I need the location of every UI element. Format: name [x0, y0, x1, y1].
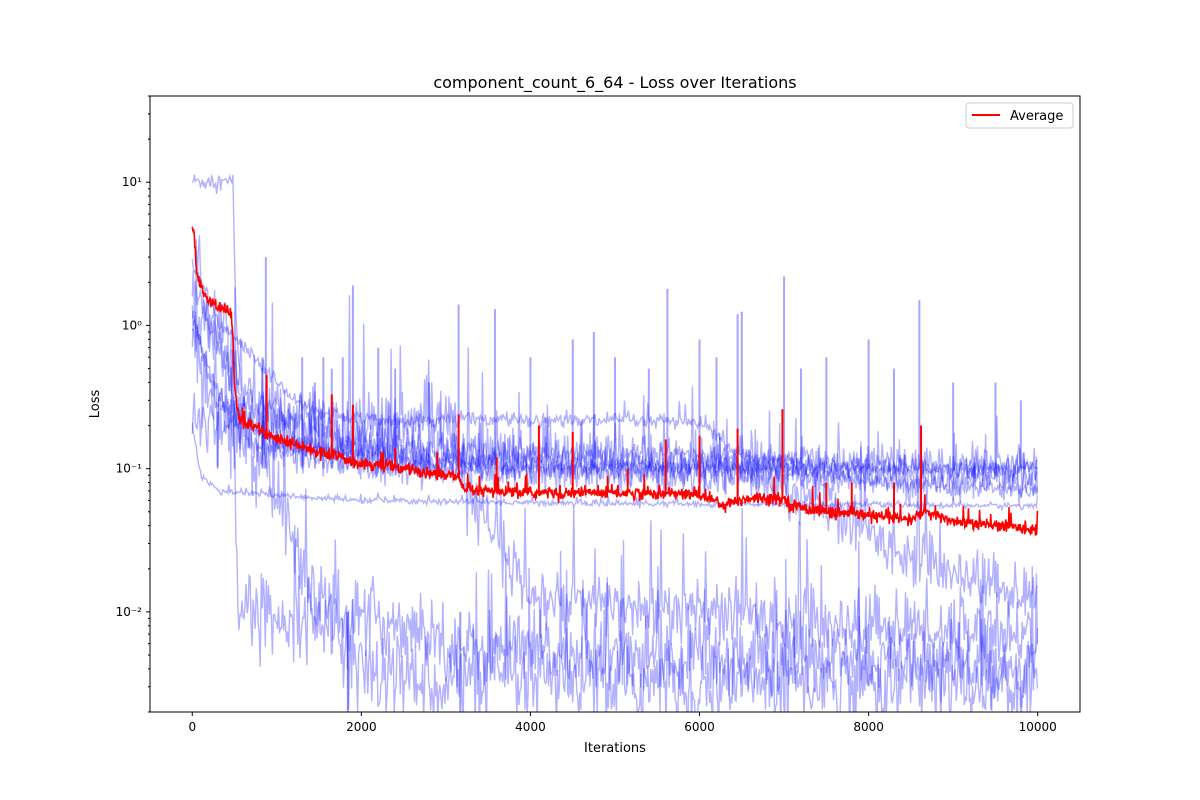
x-axis-ticks: 0 2000 4000 6000 8000 10000 [188, 712, 1057, 734]
legend-label-average: Average [1010, 109, 1063, 124]
legend: Average [965, 102, 1074, 129]
y-tick-label: 10¹ [122, 175, 142, 189]
run-line-4 [191, 295, 1039, 664]
y-axis-label: Loss [88, 390, 103, 419]
y-tick-label: 10⁻¹ [116, 462, 143, 476]
x-tick-label: 6000 [684, 720, 715, 734]
y-tick-label: 10⁰ [122, 318, 142, 332]
run-line-6 [191, 310, 1038, 491]
plot-frame [149, 95, 1081, 713]
x-tick-label: 2000 [346, 720, 377, 734]
x-tick-label: 10000 [1019, 720, 1057, 734]
average-line [191, 226, 1039, 537]
average-line-layer [191, 226, 1039, 537]
legend-box [965, 102, 1074, 129]
run-line-8 [191, 270, 1039, 618]
run-line-7 [191, 258, 1039, 479]
y-axis-ticks: 10⁻² 10⁻¹ 10⁰ 10¹ [116, 95, 150, 713]
run-lines [191, 173, 1039, 712]
x-tick-label: 0 [188, 720, 196, 734]
y-tick-label: 10⁻² [116, 605, 143, 619]
chart-title: component_count_6_64 - Loss over Iterati… [433, 73, 796, 93]
x-tick-label: 4000 [515, 720, 546, 734]
x-axis-label: Iterations [584, 741, 646, 756]
run-line-5 [191, 422, 1039, 513]
run-line-3 [191, 239, 1039, 712]
x-tick-label: 8000 [853, 720, 884, 734]
run-line-2 [191, 289, 1039, 712]
run-line-9 [192, 229, 1039, 508]
